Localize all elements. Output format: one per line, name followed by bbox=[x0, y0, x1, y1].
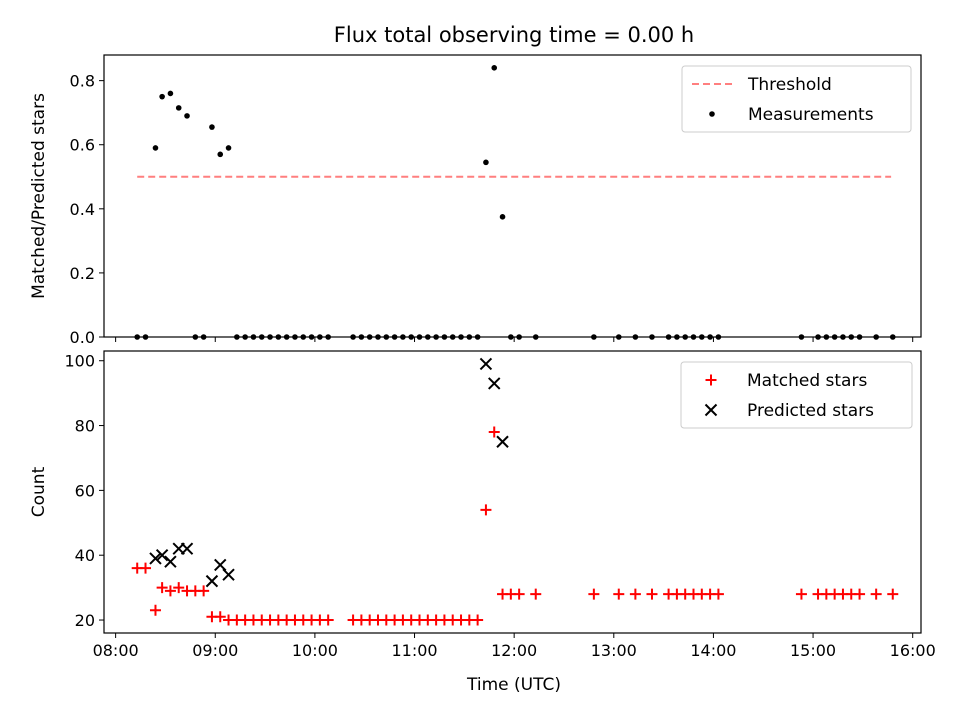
matched-point bbox=[214, 611, 226, 623]
y-tick-label: 0.4 bbox=[70, 200, 95, 219]
predicted-point bbox=[205, 574, 219, 588]
matched-point bbox=[854, 588, 866, 600]
legend-measurement-swatch bbox=[709, 111, 715, 117]
legend-predicted-swatch bbox=[704, 403, 718, 417]
figure-title: Flux total observing time = 0.00 h bbox=[334, 23, 694, 47]
matched-point bbox=[646, 588, 658, 600]
matched-point bbox=[156, 582, 168, 594]
measurement-point bbox=[225, 145, 232, 151]
y-tick-label: 100 bbox=[64, 352, 95, 371]
matched-point bbox=[198, 585, 210, 597]
legend-label: Matched stars bbox=[747, 371, 867, 391]
matched-point bbox=[588, 588, 600, 600]
y-axis-label: Matched/Predicted stars bbox=[29, 93, 49, 299]
axes-frame bbox=[103, 54, 922, 338]
legend: Threshold Measurements bbox=[681, 65, 912, 133]
y-tick-label: 0.8 bbox=[70, 72, 95, 91]
y-tick-label: 0.2 bbox=[70, 264, 95, 283]
measurement-point bbox=[159, 93, 165, 100]
matched-point bbox=[712, 588, 724, 600]
predicted-point bbox=[488, 377, 501, 390]
measurement-point bbox=[217, 151, 224, 158]
y-tick-label: 40 bbox=[75, 546, 95, 565]
legend-box bbox=[681, 65, 912, 133]
legend: Matched stars Predicted stars bbox=[680, 361, 913, 429]
measurement-point bbox=[483, 159, 489, 166]
matched-point bbox=[530, 588, 542, 600]
matched-point bbox=[149, 604, 161, 616]
series-matched-stars bbox=[131, 426, 899, 626]
matched-point bbox=[322, 614, 334, 626]
bottom-panel: 08:00 09:00 10:00 11:00 12:00 13:00 14:00 15:00… bbox=[29, 350, 936, 695]
measurement-point bbox=[167, 90, 174, 97]
legend-box bbox=[680, 361, 913, 429]
x-tick-label: 13:00 bbox=[591, 641, 637, 660]
matched-point bbox=[472, 614, 484, 626]
y-tick-label: 0.0 bbox=[70, 328, 95, 347]
y-tick-label: 80 bbox=[75, 417, 95, 436]
x-tick-label: 08:00 bbox=[93, 641, 139, 660]
predicted-point bbox=[180, 542, 194, 555]
legend-label: Measurements bbox=[748, 105, 874, 125]
matched-point bbox=[480, 504, 492, 516]
series-predicted-stars bbox=[149, 357, 509, 588]
predicted-point bbox=[222, 568, 235, 581]
predicted-point bbox=[214, 558, 227, 572]
matched-point bbox=[140, 562, 152, 574]
predicted-point bbox=[164, 555, 177, 568]
x-tick-label: 09:00 bbox=[192, 641, 238, 660]
predicted-point bbox=[479, 357, 493, 371]
matched-point bbox=[173, 582, 185, 594]
matched-point bbox=[870, 588, 882, 600]
x-tick-label: 15:00 bbox=[790, 641, 836, 660]
y-tick-label: 0.6 bbox=[70, 136, 95, 155]
matched-point bbox=[613, 588, 625, 600]
matched-point bbox=[488, 426, 500, 438]
measurement-point bbox=[152, 145, 159, 151]
legend-label: Threshold bbox=[747, 75, 832, 95]
predicted-point bbox=[149, 552, 162, 565]
measurement-point bbox=[491, 65, 498, 71]
matched-point bbox=[795, 588, 807, 600]
matched-point bbox=[629, 588, 641, 600]
x-tick-label: 10:00 bbox=[292, 641, 338, 660]
top-panel: 0.0 0.2 0.4 0.6 0.8 Matched/Predicted stars Th… bbox=[29, 54, 922, 347]
y-tick-label: 20 bbox=[75, 611, 95, 630]
matched-point bbox=[887, 588, 899, 600]
y-tick-label: 60 bbox=[75, 481, 95, 500]
predicted-point bbox=[496, 435, 509, 448]
legend-matched-swatch bbox=[705, 374, 717, 386]
x-tick-label: 11:00 bbox=[391, 641, 437, 660]
y-axis-label: Count bbox=[29, 466, 49, 517]
axes-frame bbox=[103, 350, 922, 634]
measurement-point bbox=[184, 113, 190, 119]
matched-point bbox=[164, 585, 176, 597]
matched-point bbox=[513, 588, 525, 600]
predicted-point bbox=[155, 548, 169, 562]
measurement-point bbox=[209, 124, 215, 130]
x-tick-label: 14:00 bbox=[690, 641, 736, 660]
x-tick-label: 16:00 bbox=[890, 641, 936, 660]
legend-label: Predicted stars bbox=[747, 401, 874, 421]
measurement-point bbox=[499, 214, 506, 220]
x-tick-label: 12:00 bbox=[491, 641, 537, 660]
measurement-point bbox=[175, 105, 182, 111]
x-axis-label: Time (UTC) bbox=[466, 675, 561, 695]
